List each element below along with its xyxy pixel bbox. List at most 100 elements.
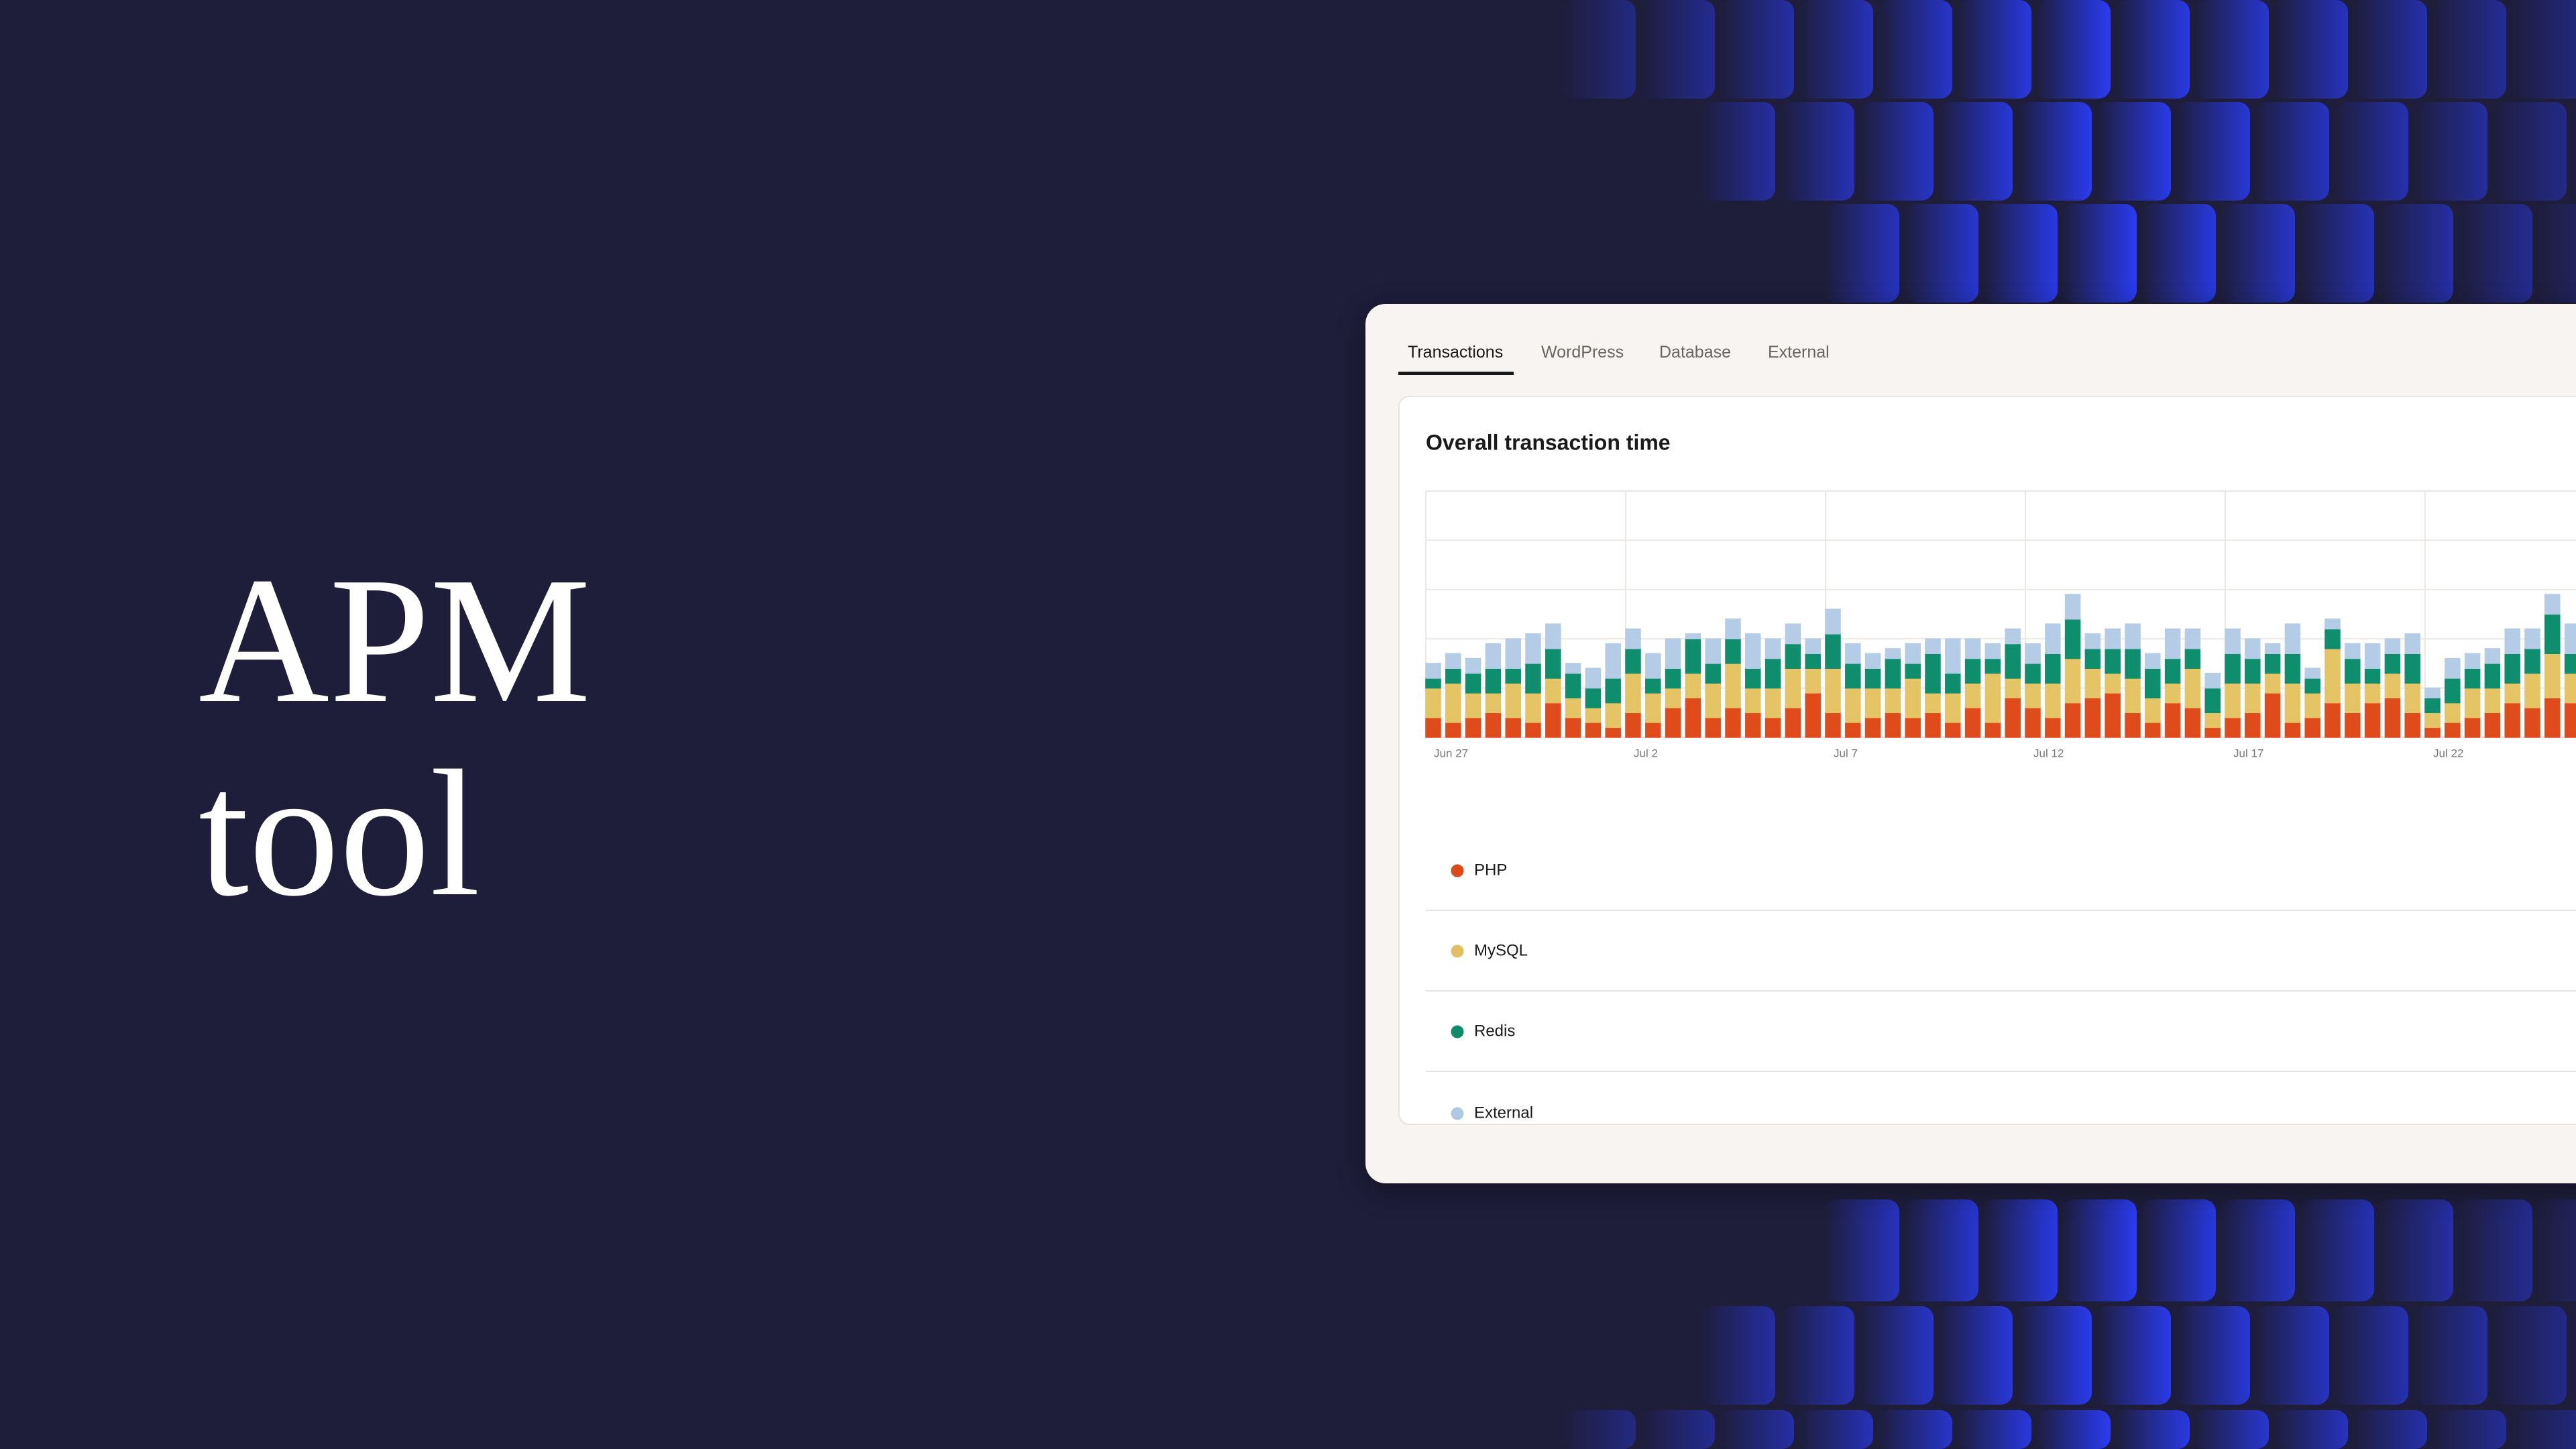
bar-segment [1745,687,1761,714]
bar-segment [1725,707,1741,738]
decor-block [2096,1306,2171,1405]
bar-segment [2304,716,2320,738]
decor-block [2412,1306,2487,1405]
bar-segment [1825,712,1841,738]
decor-block [1938,102,2013,201]
decor-block [2273,0,2348,99]
bar-segment [2325,628,2341,649]
bar-segment [2145,667,2161,699]
bar-segment [1505,716,1521,738]
bar-segment [2384,638,2401,654]
bar-segment [2084,667,2101,699]
bar-segment [2325,702,2341,738]
decor-block [2141,1199,2216,1301]
bar-segment [2464,716,2481,738]
bar-segment [1885,648,1901,659]
bar-segment [2105,628,2121,649]
bar-segment [1945,692,1961,723]
decor-block [2352,0,2427,99]
tab[interactable]: External [1768,343,1830,362]
bar-segment [1445,667,1461,684]
decor-block [2378,204,2453,303]
bar-segment [1625,628,1641,649]
decor-block [2062,204,2137,303]
decor-block [2175,1306,2250,1405]
bar-segment [2225,628,2241,654]
bar-segment [2184,707,2201,738]
bar-segment [2424,712,2441,729]
tab[interactable]: WordPress [1541,343,1624,362]
bar-segment [1445,653,1461,669]
bar-segment [1465,692,1481,718]
decor-block [2017,1306,2092,1405]
bar-segment [1984,722,2001,738]
bar-segment [2424,687,2441,699]
bar-segment [2184,628,2201,649]
bar-segment [2084,648,2101,669]
bar-segment [2484,712,2501,738]
bar-segment [1685,638,1701,674]
bar-segment [1805,653,1821,669]
bar-segment [2364,643,2381,669]
bar-segment [2345,657,2361,684]
bar-segment [1964,657,1981,684]
decor-block [2333,102,2408,201]
bar-segment [1925,692,1941,714]
decor-block [1903,1199,1978,1301]
bar-segment [1725,619,1741,639]
bar-segment [2125,712,2141,738]
bar-segment [2005,628,2021,645]
bar-segment [1625,648,1641,674]
bar-segment [2524,707,2540,738]
bar-segment [1485,667,1502,694]
bar-segment [1864,667,1881,689]
bar-segment [1945,638,1961,674]
tab[interactable]: Database [1659,343,1732,362]
bar-segment [1605,643,1621,679]
decor-block [1561,0,1636,99]
decor-block [2096,102,2171,201]
bar-segment [1445,682,1461,723]
decor-block [2194,0,2269,99]
bar-segment [2164,702,2181,738]
bar-segment [2304,678,2320,694]
bar-segment [2145,697,2161,723]
bar-segment [2544,613,2561,654]
bar-segment [1645,692,1661,723]
bar-segment [1625,672,1641,714]
bar-segment [2524,628,2540,649]
bar-segment [1645,678,1661,694]
decor-block [2194,1410,2269,1449]
bar-segment [2025,707,2041,738]
bar-segment [1585,687,1602,708]
bar-segment [1984,672,2001,723]
bar-segment [2225,716,2241,738]
bar-segment [1665,667,1681,689]
bar-segment [2524,672,2540,708]
decor-block [2141,204,2216,303]
decor-block [2254,1306,2329,1405]
bar-segment [2284,682,2301,723]
decor-block [1798,0,1873,99]
bar-segment [1525,663,1541,694]
x-tick-label: Jul 12 [2033,747,2064,759]
decor-block [1877,0,1952,99]
decor-block [1719,1410,1794,1449]
decor-block [2431,1410,2506,1449]
bar-segment [1465,657,1481,674]
bar-segment [2284,623,2301,654]
bar-segment [2025,682,2041,708]
bar-segment [1825,633,1841,669]
bar-segment [1525,692,1541,723]
decor-block [1982,1199,2058,1301]
tab[interactable]: Transactions [1408,343,1504,362]
bar-segment [1565,716,1581,738]
x-tick-label: Jun 27 [1434,747,1468,759]
bar-segment [1785,643,1801,669]
bar-segment [1945,672,1961,694]
bar-segment [2284,653,2301,684]
bar-segment [2424,697,2441,714]
bar-segment [2204,672,2221,689]
decor-block [2571,1308,2576,1403]
decor-block [1877,1410,1952,1449]
